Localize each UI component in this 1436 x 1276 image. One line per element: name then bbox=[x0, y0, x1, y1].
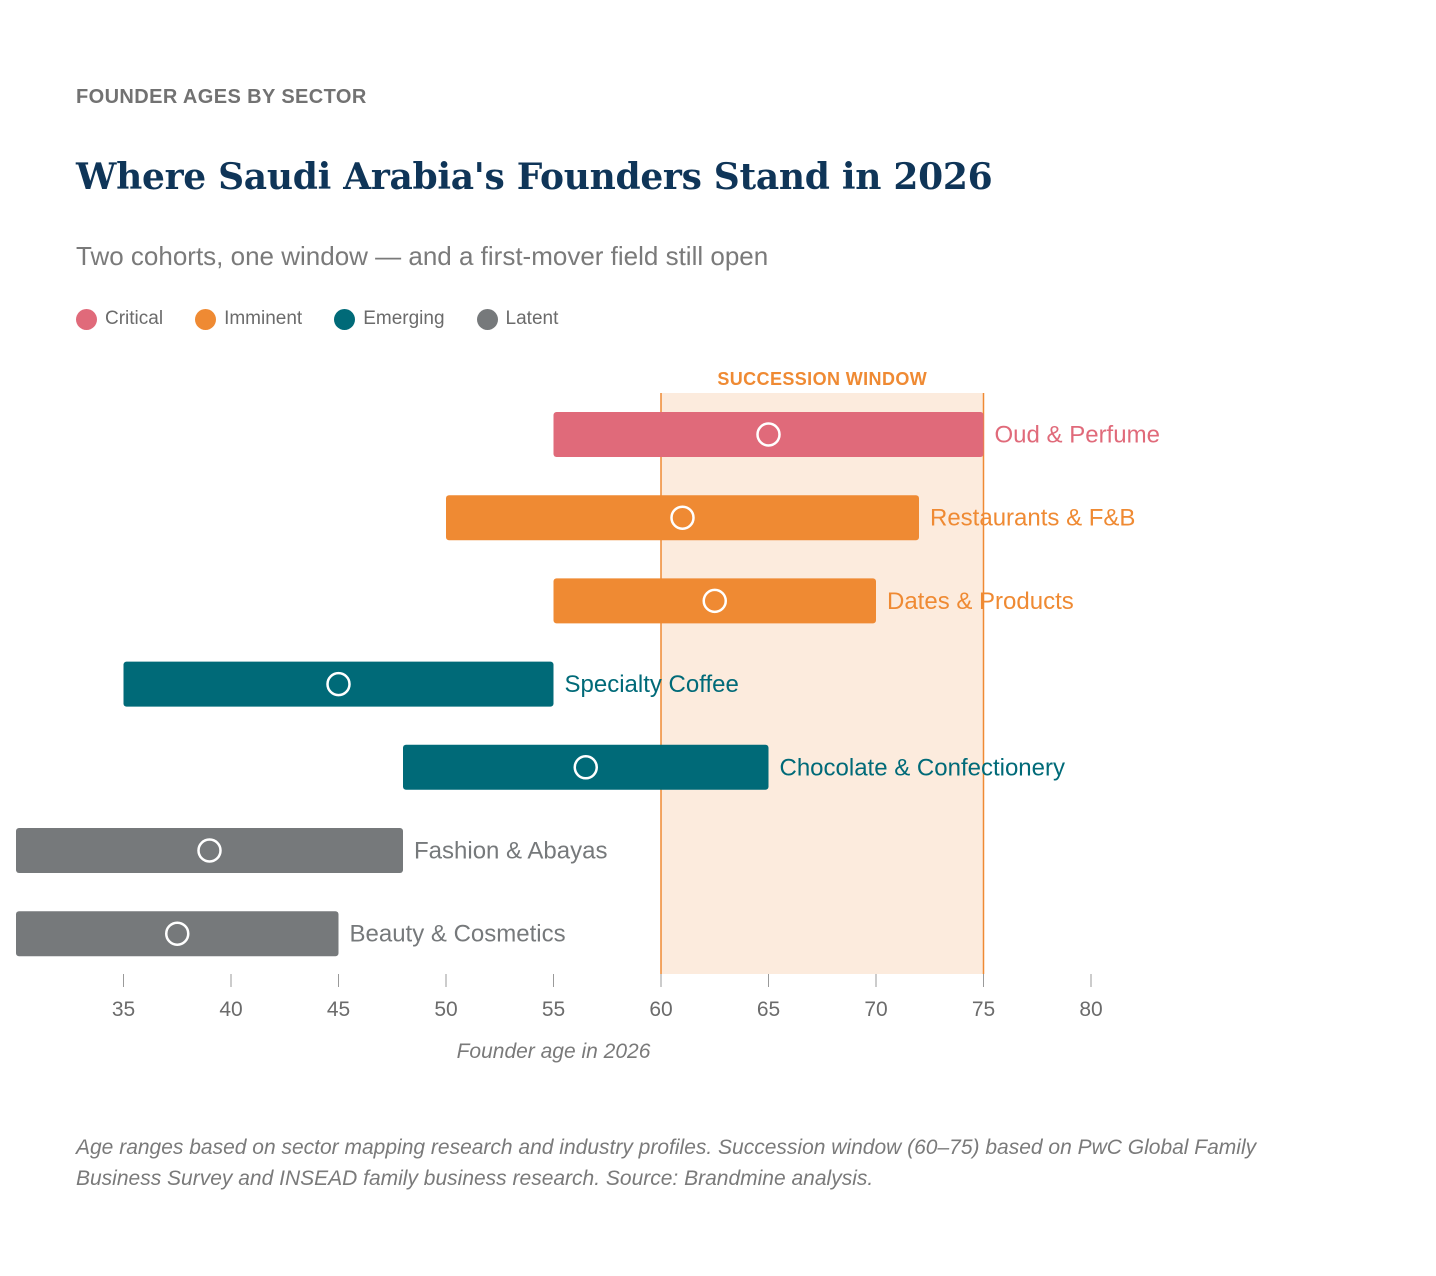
legend-swatch-latent bbox=[476, 308, 498, 330]
bar-beauty-cosmetics bbox=[16, 911, 339, 957]
bar-dates-products bbox=[553, 578, 876, 624]
bar-specialty-coffee bbox=[123, 661, 554, 707]
x-tick-label-50: 50 bbox=[434, 998, 457, 1021]
legend-label-critical: Critical bbox=[105, 308, 164, 329]
x-tick-label-60: 60 bbox=[649, 998, 672, 1021]
legend-label-latent: Latent bbox=[505, 308, 559, 329]
row-label-restaurants-f-b: Restaurants & F&B bbox=[930, 505, 1135, 532]
row-label-specialty-coffee: Specialty Coffee bbox=[565, 671, 739, 698]
x-tick-label-65: 65 bbox=[757, 998, 780, 1021]
bar-fashion-abayas bbox=[16, 828, 403, 873]
row-label-oud-perfume: Oud & Perfume bbox=[995, 422, 1160, 449]
bar-oud-perfume bbox=[553, 412, 984, 457]
x-tick-label-55: 55 bbox=[542, 998, 565, 1021]
x-tick-label-45: 45 bbox=[327, 998, 350, 1021]
succession-window-band bbox=[661, 393, 984, 974]
legend-swatch-critical bbox=[76, 308, 97, 330]
bar-chocolate-confectionery bbox=[403, 744, 769, 790]
row-label-fashion-abayas: Fashion & Abayas bbox=[414, 838, 607, 865]
legend-label-imminent: Imminent bbox=[224, 308, 303, 329]
legend-swatch-emerging bbox=[334, 308, 356, 330]
marker-specialty-coffee bbox=[326, 671, 351, 697]
row-label-beauty-cosmetics: Beauty & Cosmetics bbox=[350, 921, 566, 948]
legend-item-emerging: Emerging bbox=[334, 308, 445, 330]
marker-fashion-abayas bbox=[197, 838, 222, 863]
x-tick-label-80: 80 bbox=[1079, 998, 1102, 1021]
chart-title: Where Saudi Arabia's Founders Stand in 2… bbox=[76, 156, 993, 198]
legend-label-emerging: Emerging bbox=[363, 308, 445, 329]
marker-restaurants-f-b bbox=[670, 505, 695, 530]
legend: Critical Imminent Emerging Latent bbox=[76, 308, 590, 330]
marker-beauty-cosmetics bbox=[165, 921, 190, 946]
legend-swatch-imminent bbox=[195, 308, 217, 330]
chart-subtitle: Two cohorts, one window — and a first-mo… bbox=[76, 241, 769, 271]
marker-dates-products bbox=[702, 588, 727, 614]
footnote: Age ranges based on sector mapping resea… bbox=[76, 1136, 1257, 1190]
legend-item-latent: Latent bbox=[476, 308, 559, 330]
x-axis-label: Founder age in 2026 bbox=[457, 1040, 651, 1063]
row-label-chocolate-confectionery: Chocolate & Confectionery bbox=[780, 754, 1066, 781]
marker-oud-perfume bbox=[756, 422, 781, 447]
bar-restaurants-f-b bbox=[446, 495, 919, 541]
row-label-dates-products: Dates & Products bbox=[887, 588, 1074, 615]
legend-item-imminent: Imminent bbox=[195, 308, 302, 330]
x-tick-label-70: 70 bbox=[864, 998, 887, 1021]
x-tick-label-75: 75 bbox=[972, 998, 995, 1021]
succession-window-label: SUCCESSION WINDOW bbox=[717, 369, 927, 389]
x-tick-label-35: 35 bbox=[112, 998, 135, 1021]
range-bar-chart: SUCCESSION WINDOW Oud & Perfume Restaurant… bbox=[16, 369, 1160, 1063]
marker-chocolate-confectionery bbox=[573, 755, 598, 780]
legend-item-critical: Critical bbox=[76, 308, 163, 330]
chart-kicker: FOUNDER AGES BY SECTOR bbox=[76, 86, 367, 108]
x-tick-label-40: 40 bbox=[219, 998, 242, 1021]
